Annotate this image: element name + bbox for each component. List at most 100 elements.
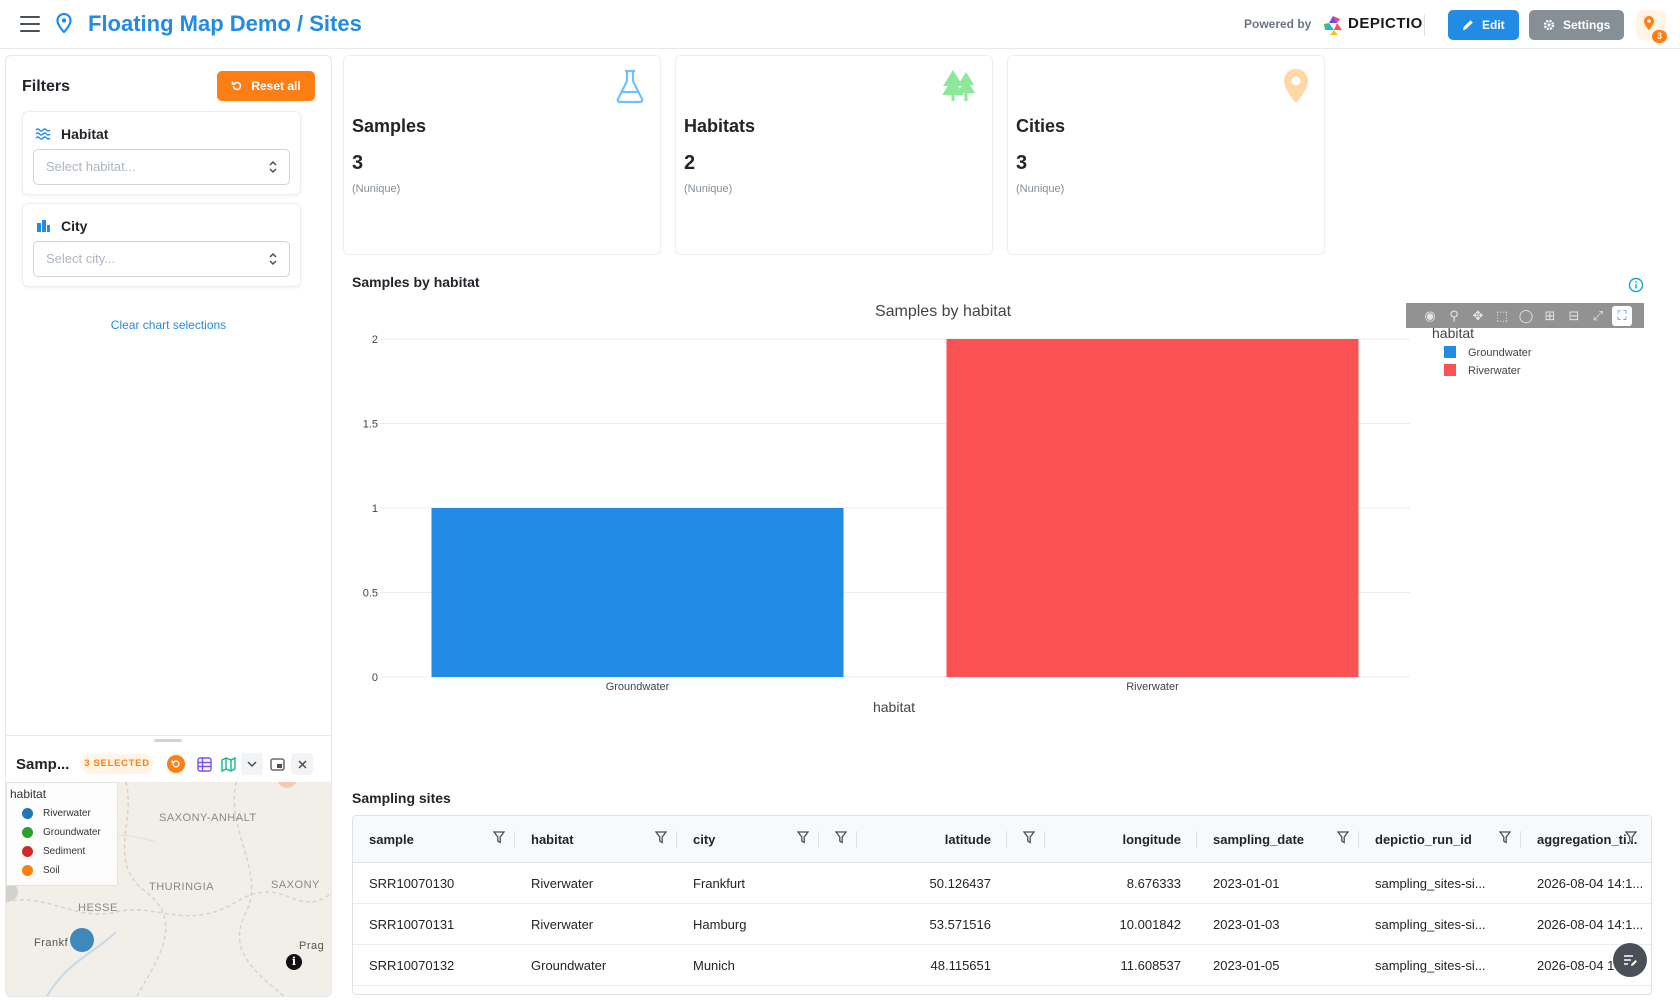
map-label: SAXONY-ANHALT: [159, 812, 257, 824]
map-label: Prag: [299, 940, 325, 952]
legend-swatch: [22, 808, 33, 819]
map-legend-item[interactable]: Soil: [10, 861, 114, 880]
settings-button-label: Settings: [1563, 18, 1611, 32]
table-cell: Frankfurt: [693, 875, 746, 891]
pan-icon[interactable]: ✥: [1472, 307, 1484, 323]
camera-icon[interactable]: ◉: [1424, 307, 1436, 323]
floating-map-panel: Samp... 3 SELECTED SAXONY-ANHALT THURING…: [5, 735, 332, 997]
filter-icon[interactable]: [1625, 831, 1637, 844]
filter-icon[interactable]: [1499, 831, 1511, 844]
lasso-icon[interactable]: ◯: [1518, 307, 1534, 323]
notifications-button[interactable]: [1636, 10, 1666, 40]
settings-button[interactable]: Settings: [1529, 10, 1625, 40]
column-header[interactable]: sample: [353, 816, 515, 862]
city-filter-label: City: [61, 218, 88, 234]
collapse-button[interactable]: [241, 753, 263, 775]
map-marker[interactable]: [70, 928, 94, 952]
close-button[interactable]: [291, 753, 313, 775]
column-header[interactable]: latitude: [857, 816, 1007, 862]
table-section-title: Sampling sites: [352, 790, 451, 806]
notes-button[interactable]: [1613, 943, 1647, 977]
habitat-filter-card: Habitat Select habitat...: [22, 111, 301, 195]
box-select-icon[interactable]: ⬚: [1495, 307, 1509, 323]
filter-icon[interactable]: [655, 831, 667, 844]
column-header[interactable]: city: [677, 816, 819, 862]
samples-by-habitat-chart[interactable]: Samples by habitat 0 0.5 1 1.5 2 Groundwater…: [350, 296, 1650, 766]
column-header[interactable]: depictio_run_id: [1359, 816, 1521, 862]
habitat-select[interactable]: Select habitat...: [33, 149, 290, 185]
info-icon[interactable]: [1628, 277, 1644, 293]
edit-button[interactable]: Edit: [1448, 10, 1519, 40]
map-pin-icon: [56, 13, 72, 33]
dock-button[interactable]: [266, 753, 288, 775]
x-axis-label: habitat: [873, 699, 915, 715]
kpi-value: 3: [352, 152, 364, 174]
column-header-label: sample: [369, 831, 414, 847]
map-legend-item[interactable]: Groundwater: [10, 823, 114, 842]
table-cell: [1007, 863, 1045, 903]
x-axis-ticks: Groundwater Riverwater: [606, 681, 1179, 693]
zoom-icon[interactable]: ⚲: [1449, 307, 1459, 323]
map-label: HESSE: [78, 902, 118, 914]
table-cell: 50.126437: [929, 875, 991, 891]
sampling-map[interactable]: SAXONY-ANHALT THURINGIA SAXONY HESSE Fra…: [6, 782, 331, 996]
x-tick-label: Groundwater: [606, 681, 670, 693]
map-legend-label: Riverwater: [43, 808, 91, 819]
column-header[interactable]: [1007, 816, 1045, 862]
zoom-out-icon[interactable]: ⊟: [1568, 307, 1580, 323]
city-filter-card: City Select city...: [22, 203, 301, 287]
sampling-sites-table: sample habitat city latitude longitude sampli…: [352, 815, 1652, 995]
reset-icon: [171, 760, 180, 768]
column-header-label: sampling_date: [1213, 831, 1305, 847]
chart-title: Samples by habitat: [875, 303, 1012, 320]
column-header-label: depictio_run_id: [1375, 831, 1472, 847]
map-legend-label: Sediment: [43, 846, 86, 857]
table-row[interactable]: SRR10070132 Groundwater Munich 48.115651 11.…: [353, 945, 1651, 986]
table-row[interactable]: SRR10070130 Riverwater Frankfurt 50.126437 8…: [353, 863, 1651, 904]
column-header[interactable]: aggregation_ti...: [1521, 816, 1647, 862]
menu-icon[interactable]: [20, 16, 40, 32]
bar-riverwater[interactable]: [946, 339, 1359, 677]
city-select[interactable]: Select city...: [33, 241, 290, 277]
reset-axes-icon[interactable]: ⛶: [1612, 305, 1632, 326]
chevron-down-icon: [247, 761, 257, 768]
city-select-placeholder: Select city...: [46, 251, 116, 266]
table-cell: Munich: [693, 957, 735, 973]
reset-all-button[interactable]: Reset all: [217, 71, 315, 101]
table-cell: SRR10070132: [369, 957, 455, 973]
map-legend-item[interactable]: Sediment: [10, 842, 114, 861]
autoscale-icon[interactable]: ⤢: [1592, 307, 1604, 323]
map-view-button[interactable]: [217, 753, 239, 775]
column-header[interactable]: habitat: [515, 816, 677, 862]
x-tick-label: Riverwater: [1126, 681, 1179, 693]
column-header[interactable]: sampling_date: [1197, 816, 1359, 862]
column-header-label: longitude: [1122, 831, 1182, 847]
zoom-in-icon[interactable]: ⊞: [1544, 307, 1556, 323]
chart-legend[interactable]: Groundwater Riverwater: [1444, 346, 1532, 377]
kpi-title: Cities: [1016, 116, 1066, 136]
chart-section-title: Samples by habitat: [352, 274, 480, 290]
app-header: Floating Map Demo / Sites Powered by DEP…: [0, 0, 1680, 49]
kpi-value: 3: [1016, 152, 1028, 174]
legend-label[interactable]: Groundwater: [1468, 347, 1532, 359]
table-row[interactable]: SRR10070131 Riverwater Hamburg 53.571516 10.…: [353, 904, 1651, 945]
chart-bars[interactable]: [431, 339, 1359, 677]
info-icon[interactable]: i: [286, 954, 302, 970]
filter-icon[interactable]: [493, 831, 505, 844]
reset-selection-button[interactable]: [167, 755, 185, 773]
chevron-up-down-icon: [269, 252, 277, 266]
column-header[interactable]: [819, 816, 857, 862]
legend-label[interactable]: Riverwater: [1468, 365, 1521, 377]
filter-icon[interactable]: [1337, 831, 1349, 844]
filter-icon[interactable]: [1023, 831, 1035, 844]
clear-chart-selections-link[interactable]: Clear chart selections: [110, 318, 227, 332]
table-view-button[interactable]: [193, 753, 215, 775]
filter-icon[interactable]: [835, 831, 847, 844]
legend-title: habitat: [1432, 325, 1474, 341]
drag-handle[interactable]: [154, 739, 182, 742]
column-header[interactable]: longitude: [1045, 816, 1197, 862]
bar-groundwater[interactable]: [431, 508, 844, 677]
map-legend-label: Groundwater: [43, 827, 101, 838]
map-legend-item[interactable]: Riverwater: [10, 804, 114, 823]
filter-icon[interactable]: [797, 831, 809, 844]
